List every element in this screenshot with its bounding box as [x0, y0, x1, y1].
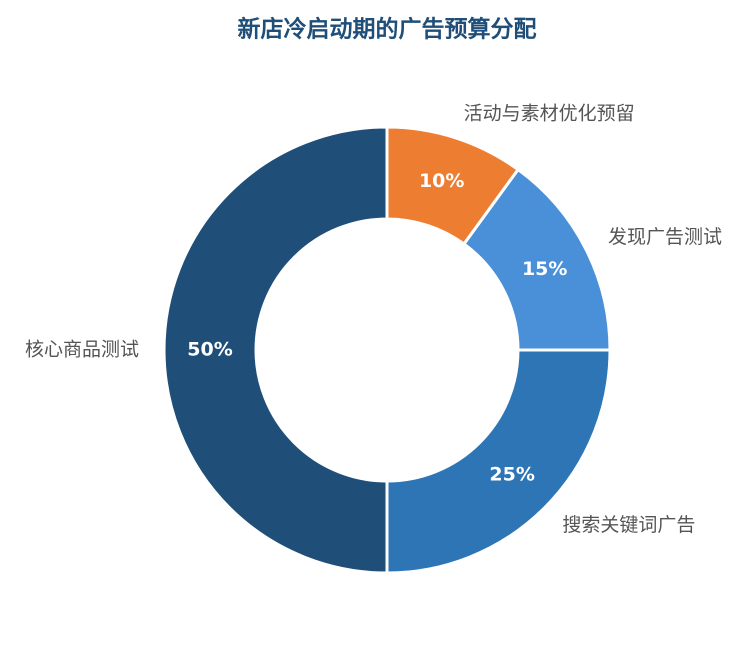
category-label: 搜索关键词广告: [562, 514, 695, 536]
category-label: 活动与素材优化预留: [464, 103, 635, 125]
donut-slice: [385, 348, 612, 575]
value-label: 10%: [419, 170, 464, 192]
value-label: 15%: [522, 258, 567, 280]
donut-slice: [162, 125, 389, 575]
category-label: 发现广告测试: [608, 226, 722, 248]
chart-title: 新店冷启动期的广告预算分配: [238, 16, 537, 43]
category-label: 核心商品测试: [25, 339, 139, 361]
value-label: 25%: [489, 464, 534, 486]
value-label: 50%: [187, 339, 232, 361]
